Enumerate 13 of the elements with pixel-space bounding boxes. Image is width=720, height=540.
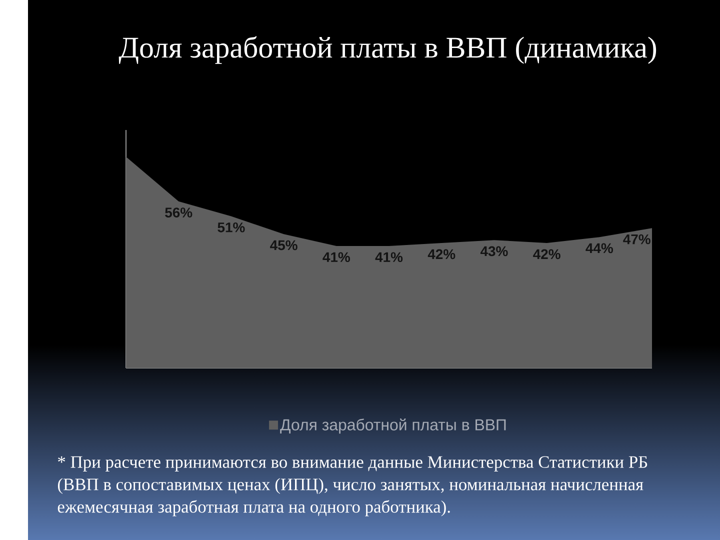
data-label: 43% bbox=[480, 246, 508, 256]
legend-label: Доля заработной платы в ВВП bbox=[280, 418, 506, 434]
data-label: 41% bbox=[322, 252, 350, 262]
data-label: 42% bbox=[428, 249, 456, 260]
data-label: 47% bbox=[623, 234, 650, 244]
data-label: 45% bbox=[270, 240, 298, 250]
chart-title: Доля заработной платы в ВВП (динамика) bbox=[118, 36, 656, 64]
text: * При расчете принимаются во внимание данные Министерства Статистики РБ (ВВП в сопоставимых ценах (ИПЦ), число занятых, номинальная начисленная ежемесячная заработная плата на одного работника). bbox=[58, 456, 648, 516]
data-label: 51% bbox=[218, 222, 245, 232]
data-label: 44% bbox=[586, 243, 613, 254]
data-label: 42% bbox=[533, 249, 560, 260]
data-label: 41% bbox=[375, 252, 403, 262]
data-label: 56% bbox=[165, 208, 192, 218]
